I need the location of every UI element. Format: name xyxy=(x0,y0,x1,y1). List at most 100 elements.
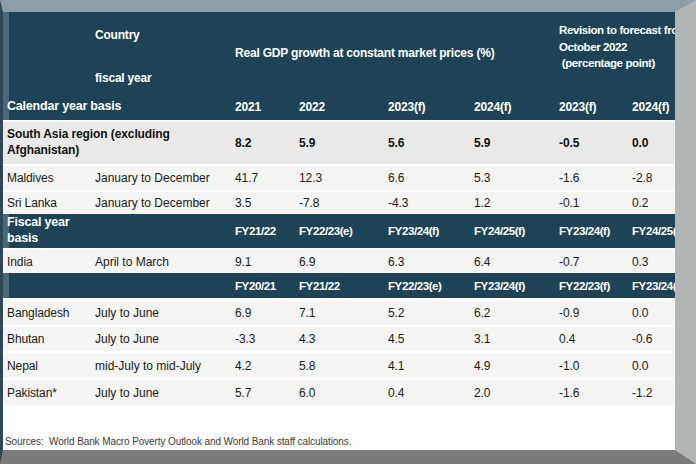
col-header-fy2223e: FY22/23(e) xyxy=(384,280,470,292)
value-cell: 5.6 xyxy=(384,136,470,150)
col-header-2024f: 2024(f) xyxy=(470,100,555,114)
table-row-sri-lanka: Sri Lanka January to December 3.5 -7.8 -… xyxy=(3,190,675,214)
value-cell: 4.1 xyxy=(384,359,470,373)
table-row-south-asia: South Asia region (excluding Afghanistan… xyxy=(3,120,675,164)
framed-table: Country fiscal year Real GDP growth at c… xyxy=(0,0,696,464)
value-cell: -1.0 xyxy=(555,359,628,373)
country-name-cell: Pakistan* xyxy=(3,386,91,400)
value-cell: 3.5 xyxy=(231,196,295,210)
value-cell: 0.4 xyxy=(384,386,470,400)
col-header-2021: 2021 xyxy=(231,100,295,114)
value-cell: 0.0 xyxy=(628,306,675,320)
fiscal-year-header-label: fiscal year xyxy=(95,71,231,85)
fiscal-period-cell: July to June xyxy=(91,332,231,346)
fiscal-period-cell: July to June xyxy=(91,306,231,320)
value-cell: 6.4 xyxy=(470,255,555,269)
header-empty-cell xyxy=(3,12,91,93)
value-cell: 5.3 xyxy=(470,171,555,185)
value-cell: 0.2 xyxy=(628,196,675,210)
value-cell: 4.5 xyxy=(384,332,470,346)
col-header-rev-fy2324f: FY23/24(f) xyxy=(555,225,628,237)
table-row-pakistan: Pakistan* July to June 5.7 6.0 0.4 2.0 -… xyxy=(3,378,675,405)
value-cell: 4.3 xyxy=(295,332,384,346)
value-cell: 12.3 xyxy=(295,171,384,185)
fiscal-year-basis-label: Fiscal year basis xyxy=(3,215,231,246)
value-cell: -0.9 xyxy=(555,306,628,320)
value-cell: 9.1 xyxy=(231,255,295,269)
col-header-2022: 2022 xyxy=(295,100,384,114)
value-cell: 1.2 xyxy=(470,196,555,210)
fiscal-period-cell: July to June xyxy=(91,386,231,400)
value-cell: 5.2 xyxy=(384,306,470,320)
value-cell: -0.7 xyxy=(555,255,628,269)
value-cell: -1.6 xyxy=(555,171,628,185)
value-cell: 3.1 xyxy=(470,332,555,346)
table-row-india: India April to March 9.1 6.9 6.3 6.4 -0.… xyxy=(3,248,675,273)
value-cell: 5.7 xyxy=(231,386,295,400)
country-header-label: Country xyxy=(95,28,231,42)
sources-note: Sources: World Bank Macro Poverty Outloo… xyxy=(5,436,351,447)
col-header-rev-2024f: 2024(f) xyxy=(628,100,675,114)
value-cell: 6.6 xyxy=(384,171,470,185)
value-cell: 2.0 xyxy=(470,386,555,400)
col-header-rev-2023f: 2023(f) xyxy=(555,100,628,114)
value-cell: 5.9 xyxy=(295,136,384,150)
fiscal-year-basis-band: Fiscal year basis FY21/22 FY22/23(e) FY2… xyxy=(3,214,675,248)
calendar-year-basis-band: Calendar year basis 2021 2022 2023(f) 20… xyxy=(3,93,675,120)
value-cell: 5.8 xyxy=(295,359,384,373)
value-cell: -0.6 xyxy=(628,332,675,346)
col-header-rev-fy2425f: FY24/25(f) xyxy=(628,225,675,237)
table-row-maldives: Maldives January to December 41.7 12.3 6… xyxy=(3,164,675,190)
value-cell: -2.8 xyxy=(628,171,675,185)
col-header-rev-fy2324f: FY23/24(f) xyxy=(628,280,675,292)
value-cell: -0.1 xyxy=(555,196,628,210)
value-cell: 0.0 xyxy=(628,136,675,150)
col-header-fy2122: FY21/22 xyxy=(295,280,384,292)
value-cell: 6.0 xyxy=(295,386,384,400)
value-cell: 0.4 xyxy=(555,332,628,346)
value-cell: -4.3 xyxy=(384,196,470,210)
fiscal-period-cell: January to December xyxy=(91,171,231,185)
value-cell: 8.2 xyxy=(231,136,295,150)
col-header-fy2324f: FY23/24(f) xyxy=(384,225,470,237)
value-cell: 0.0 xyxy=(628,359,675,373)
value-cell: 7.1 xyxy=(295,306,384,320)
table-header-block: Country fiscal year Real GDP growth at c… xyxy=(3,12,675,93)
table-row-bhutan: Bhutan July to June -3.3 4.3 4.5 3.1 0.4… xyxy=(3,325,675,351)
fiscal-period-cell: April to March xyxy=(91,255,231,269)
country-name-cell: Maldives xyxy=(3,171,91,185)
gdp-growth-header: Real GDP growth at constant market price… xyxy=(231,46,555,60)
revision-forecast-header: Revision to forecast from October 2022 (… xyxy=(555,12,675,72)
region-name-cell: South Asia region (excluding Afghanistan… xyxy=(3,127,231,158)
fiscal-year-columns-band: FY20/21 FY21/22 FY22/23(e) FY23/24(f) FY… xyxy=(3,273,675,298)
country-name-cell: Bhutan xyxy=(3,332,91,346)
value-cell: 6.9 xyxy=(295,255,384,269)
country-name-cell: Bangladesh xyxy=(3,306,91,320)
value-cell: 0.3 xyxy=(628,255,675,269)
table-row-bangladesh: Bangladesh July to June 6.9 7.1 5.2 6.2 … xyxy=(3,298,675,325)
country-fiscal-header: Country fiscal year xyxy=(91,12,231,93)
value-cell: 41.7 xyxy=(231,171,295,185)
table-footer: Sources: World Bank Macro Poverty Outloo… xyxy=(3,405,675,450)
value-cell: 6.9 xyxy=(231,306,295,320)
value-cell: 5.9 xyxy=(470,136,555,150)
value-cell: -1.2 xyxy=(628,386,675,400)
value-cell: 4.9 xyxy=(470,359,555,373)
table-row-nepal: Nepal mid-July to mid-July 4.2 5.8 4.1 4… xyxy=(3,351,675,378)
col-header-2023f: 2023(f) xyxy=(384,100,470,114)
col-header-fy2223e: FY22/23(e) xyxy=(295,225,384,237)
col-header-rev-fy2223f: FY22/23(f) xyxy=(555,280,628,292)
country-name-cell: Nepal xyxy=(3,359,91,373)
fiscal-period-cell: January to December xyxy=(91,196,231,210)
fiscal-period-cell: mid-July to mid-July xyxy=(91,359,231,373)
col-header-fy2324f: FY23/24(f) xyxy=(470,280,555,292)
country-name-cell: Sri Lanka xyxy=(3,196,91,210)
value-cell: -7.8 xyxy=(295,196,384,210)
country-name-cell: India xyxy=(3,255,91,269)
col-header-fy2122: FY21/22 xyxy=(231,225,295,237)
col-header-fy2425f: FY24/25(f) xyxy=(470,225,555,237)
value-cell: -3.3 xyxy=(231,332,295,346)
value-cell: 4.2 xyxy=(231,359,295,373)
value-cell: -0.5 xyxy=(555,136,628,150)
value-cell: 6.2 xyxy=(470,306,555,320)
